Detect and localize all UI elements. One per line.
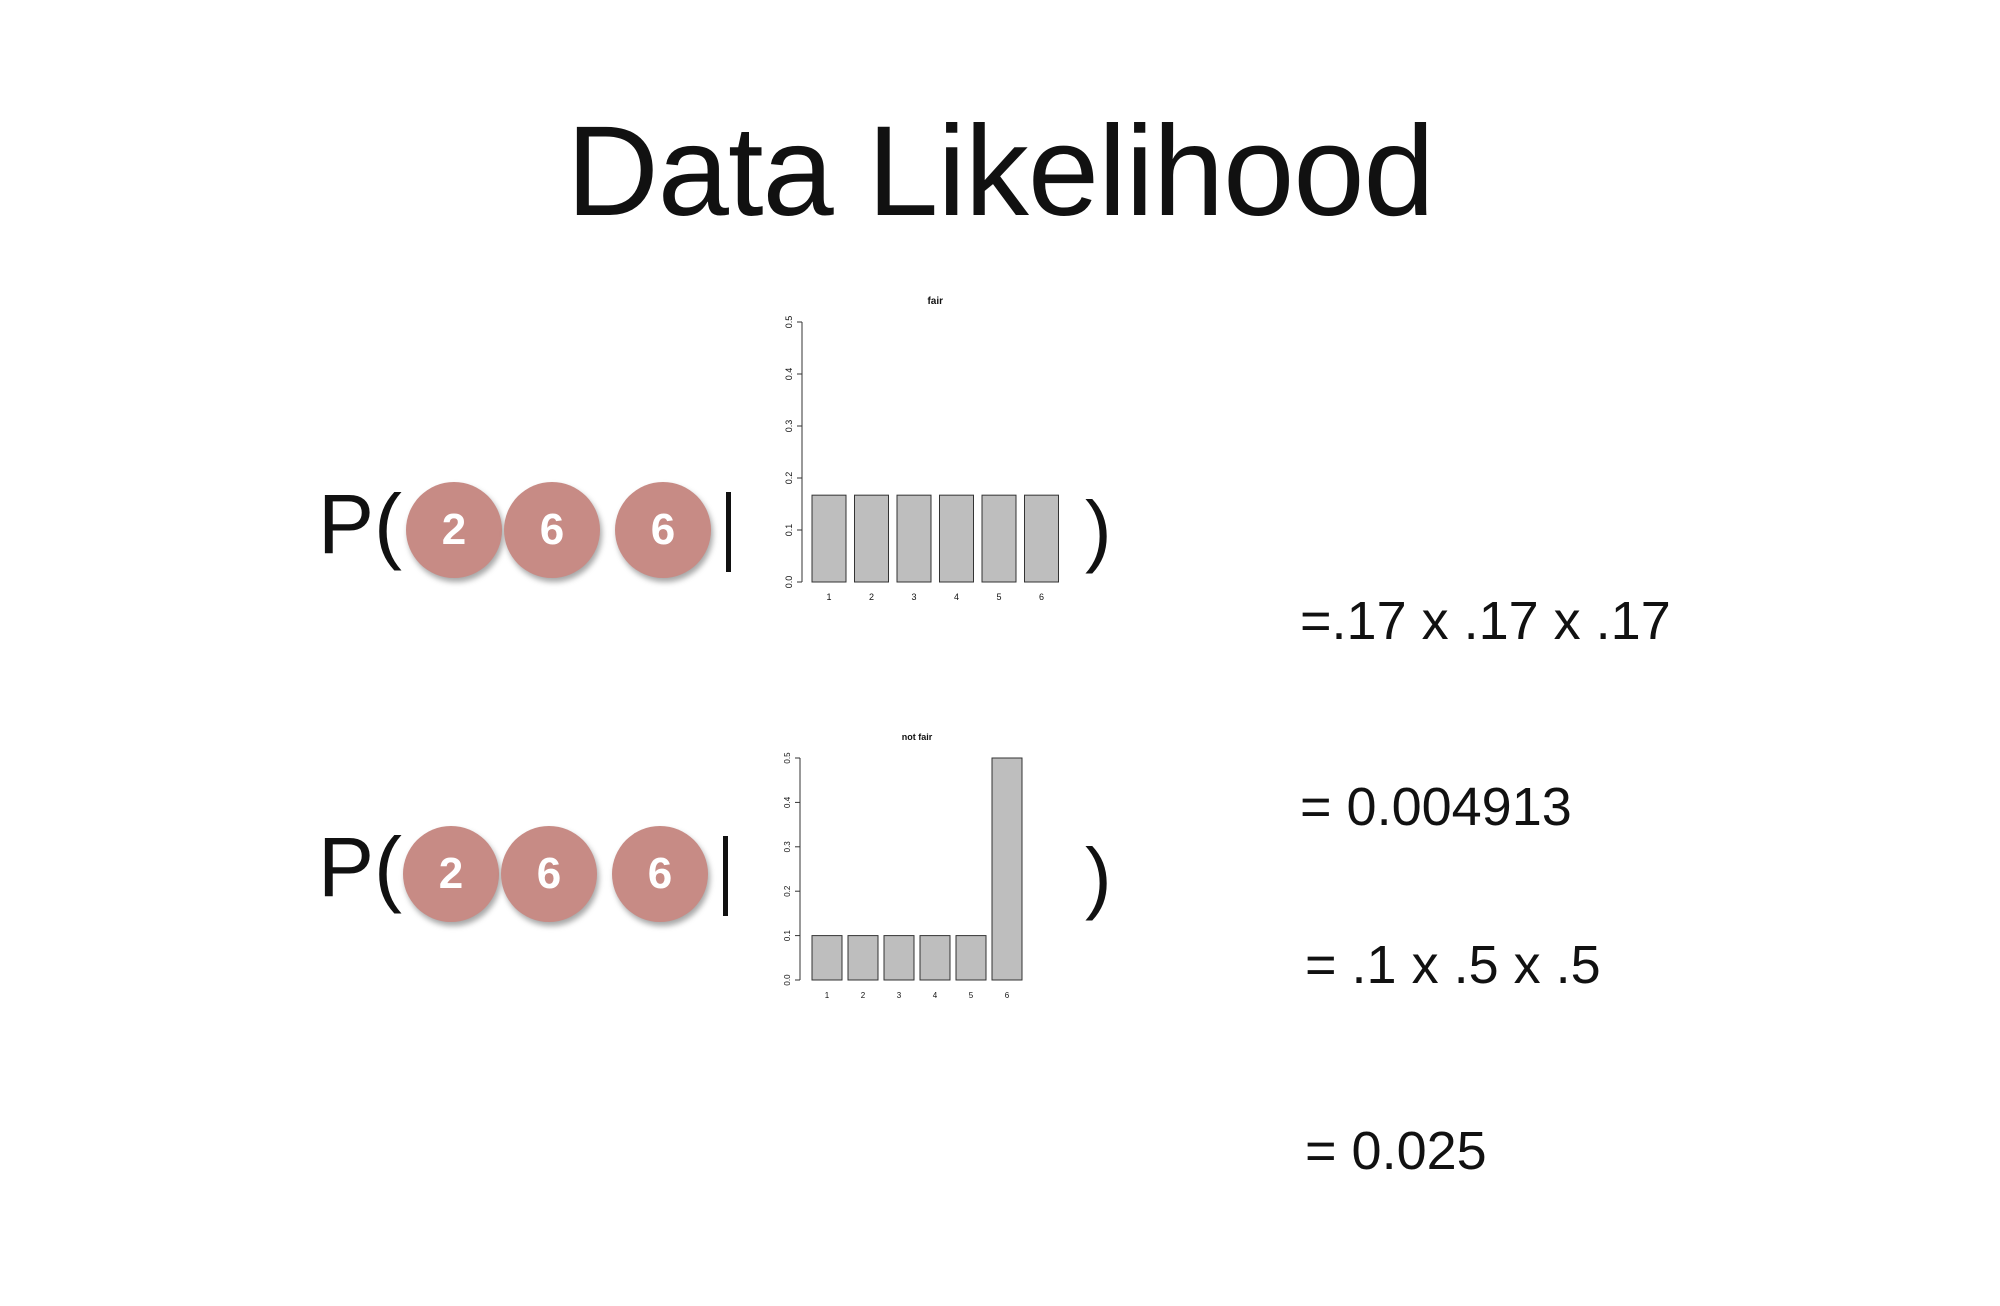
y-tick-label: 0.3	[784, 420, 794, 433]
x-tick-label: 2	[869, 592, 874, 602]
formula-fair: =.17 x .17 x .17 = 0.004913	[1300, 466, 1671, 962]
bar-3	[883, 935, 915, 981]
formula-not-fair: = .1 x .5 x .5 = 0.025	[1305, 810, 1601, 1306]
page-title: Data Likelihood	[566, 100, 1434, 243]
probability-close: )	[1085, 832, 1112, 921]
x-tick-label: 4	[933, 991, 938, 1000]
y-tick-label: 0.1	[783, 929, 792, 941]
not-fair-distribution-chart: not fair 0.0 0.1 0.2 0.3 0.4 0.5 1 2 3 4 5 6	[783, 732, 1023, 1000]
bar-3	[896, 494, 932, 583]
x-tick-label: 5	[996, 592, 1001, 602]
y-tick-label: 0.2	[783, 885, 792, 897]
y-tick-label: 0.3	[783, 841, 792, 853]
y-tick-label: 0.4	[783, 796, 792, 808]
y-tick-label: 0.5	[784, 316, 794, 329]
probability-close: )	[1085, 485, 1112, 574]
bar-5	[981, 494, 1017, 583]
x-tick-label: 6	[1039, 592, 1044, 602]
y-tick-label: 0.4	[784, 368, 794, 381]
bar-2	[854, 494, 889, 583]
probability-open: P(	[318, 820, 402, 914]
fair-distribution-chart: fair 0.0 0.1 0.2 0.3 0.4 0.5 1 2 3 4 5 6	[784, 296, 1059, 602]
y-tick-label: 0.2	[784, 472, 794, 485]
x-tick-label: 1	[826, 592, 831, 602]
y-tick-label: 0.0	[784, 576, 794, 589]
x-tick-label: 3	[897, 991, 902, 1000]
bar-5	[955, 935, 987, 981]
bar-6	[1024, 494, 1059, 583]
formula-line: = .1 x .5 x .5	[1305, 935, 1601, 995]
given-bar	[726, 492, 731, 572]
bar-4	[919, 935, 951, 981]
chart-title: not fair	[902, 732, 933, 742]
x-tick-label: 2	[861, 991, 866, 1000]
die-3: 6	[612, 826, 708, 922]
y-tick-label: 0.1	[784, 524, 794, 537]
x-tick-label: 5	[969, 991, 974, 1000]
die-1: 2	[406, 482, 502, 578]
formula-line: =.17 x .17 x .17	[1300, 591, 1671, 651]
y-tick-label: 0.0	[783, 974, 792, 986]
die-2: 6	[504, 482, 600, 578]
bar-6	[991, 757, 1023, 981]
formula-line: = 0.004913	[1300, 777, 1572, 837]
die-1: 2	[403, 826, 499, 922]
bar-4	[939, 494, 974, 583]
die-2: 6	[501, 826, 597, 922]
probability-open: P(	[318, 477, 402, 571]
x-tick-label: 4	[954, 592, 959, 602]
x-tick-label: 3	[911, 592, 916, 602]
bar-2	[847, 935, 879, 981]
die-3: 6	[615, 482, 711, 578]
given-bar	[723, 836, 728, 916]
x-tick-label: 6	[1005, 991, 1010, 1000]
bar-1	[811, 494, 847, 583]
x-tick-label: 1	[825, 991, 830, 1000]
y-tick-label: 0.5	[783, 752, 792, 764]
formula-line: = 0.025	[1305, 1121, 1487, 1181]
chart-title: fair	[927, 296, 943, 307]
bar-1	[811, 935, 843, 981]
